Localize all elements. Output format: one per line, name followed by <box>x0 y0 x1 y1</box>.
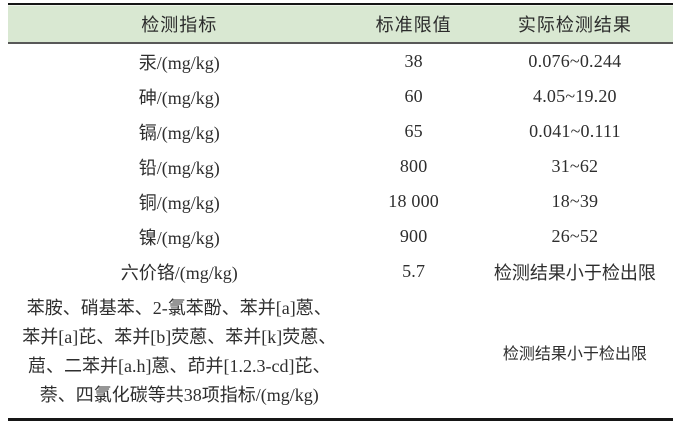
table-row-copper: 铜/(mg/kg) 18 000 18~39 <box>8 184 673 219</box>
cell-limit: 18 000 <box>388 191 439 211</box>
cell-result: 4.05~19.20 <box>533 86 617 106</box>
cell-result: 检测结果小于检出限 <box>493 262 656 283</box>
header-result: 实际检测结果 <box>517 14 632 35</box>
table-row-lead: 铅/(mg/kg) 800 31~62 <box>8 149 673 184</box>
indicator-line: 䓛、二苯并[a.h]蒽、茚并[1.2.3-cd]芘、 <box>28 356 331 376</box>
cell-limit: 900 <box>399 226 428 246</box>
cell-indicator: 镉/(mg/kg) <box>138 122 220 143</box>
table-row-arsenic: 砷/(mg/kg) 60 4.05~19.20 <box>8 79 673 114</box>
cell-indicator: 汞/(mg/kg) <box>138 52 220 73</box>
cell-indicator: 铜/(mg/kg) <box>138 192 220 213</box>
table-row-cadmium: 镉/(mg/kg) 65 0.041~0.111 <box>8 114 673 149</box>
table-row-organics-group: 苯胺、硝基苯、2-氯苯酚、苯并[a]蒽、 苯并[a]芘、苯并[b]荧蒽、苯并[k… <box>8 289 673 418</box>
cell-result: 0.076~0.244 <box>528 51 622 71</box>
cell-result: 31~62 <box>551 156 599 176</box>
cell-limit: 38 <box>404 51 423 71</box>
cell-limit: 65 <box>404 121 423 141</box>
cell-result: 18~39 <box>551 191 599 211</box>
indicator-line: 苯胺、硝基苯、2-氯苯酚、苯并[a]蒽、 <box>26 298 332 318</box>
table-row-nickel: 镍/(mg/kg) 900 26~52 <box>8 219 673 254</box>
cell-indicator: 镍/(mg/kg) <box>138 227 220 248</box>
table-row-mercury: 汞/(mg/kg) 38 0.076~0.244 <box>8 44 673 79</box>
cell-indicator: 铅/(mg/kg) <box>138 157 220 178</box>
header-limit: 标准限值 <box>375 14 452 35</box>
table-header-row: 检测指标 标准限值 实际检测结果 <box>8 5 673 44</box>
cell-limit-empty <box>350 294 476 410</box>
cell-result: 检测结果小于检出限 <box>502 346 647 363</box>
indicator-line: 萘、四氯化碳等共38项指标/(mg/kg) <box>39 385 319 405</box>
header-indicator: 检测指标 <box>141 14 218 35</box>
cell-indicator-multiline: 苯胺、硝基苯、2-氯苯酚、苯并[a]蒽、 苯并[a]芘、苯并[b]荧蒽、苯并[k… <box>8 294 350 410</box>
cell-limit: 800 <box>399 156 428 176</box>
cell-indicator: 砷/(mg/kg) <box>138 87 220 108</box>
table-row-hexavalent-chromium: 六价铬/(mg/kg) 5.7 检测结果小于检出限 <box>8 254 673 289</box>
detection-results-table: 检测指标 标准限值 实际检测结果 汞/(mg/kg) 38 0.076~0.24… <box>8 3 673 421</box>
cell-result: 0.041~0.111 <box>529 121 621 141</box>
cell-result: 26~52 <box>551 226 599 246</box>
cell-indicator: 六价铬/(mg/kg) <box>120 262 238 283</box>
cell-limit: 5.7 <box>402 261 426 281</box>
cell-limit: 60 <box>404 86 423 106</box>
indicator-line: 苯并[a]芘、苯并[b]荧蒽、苯并[k]荧蒽、 <box>22 327 337 347</box>
